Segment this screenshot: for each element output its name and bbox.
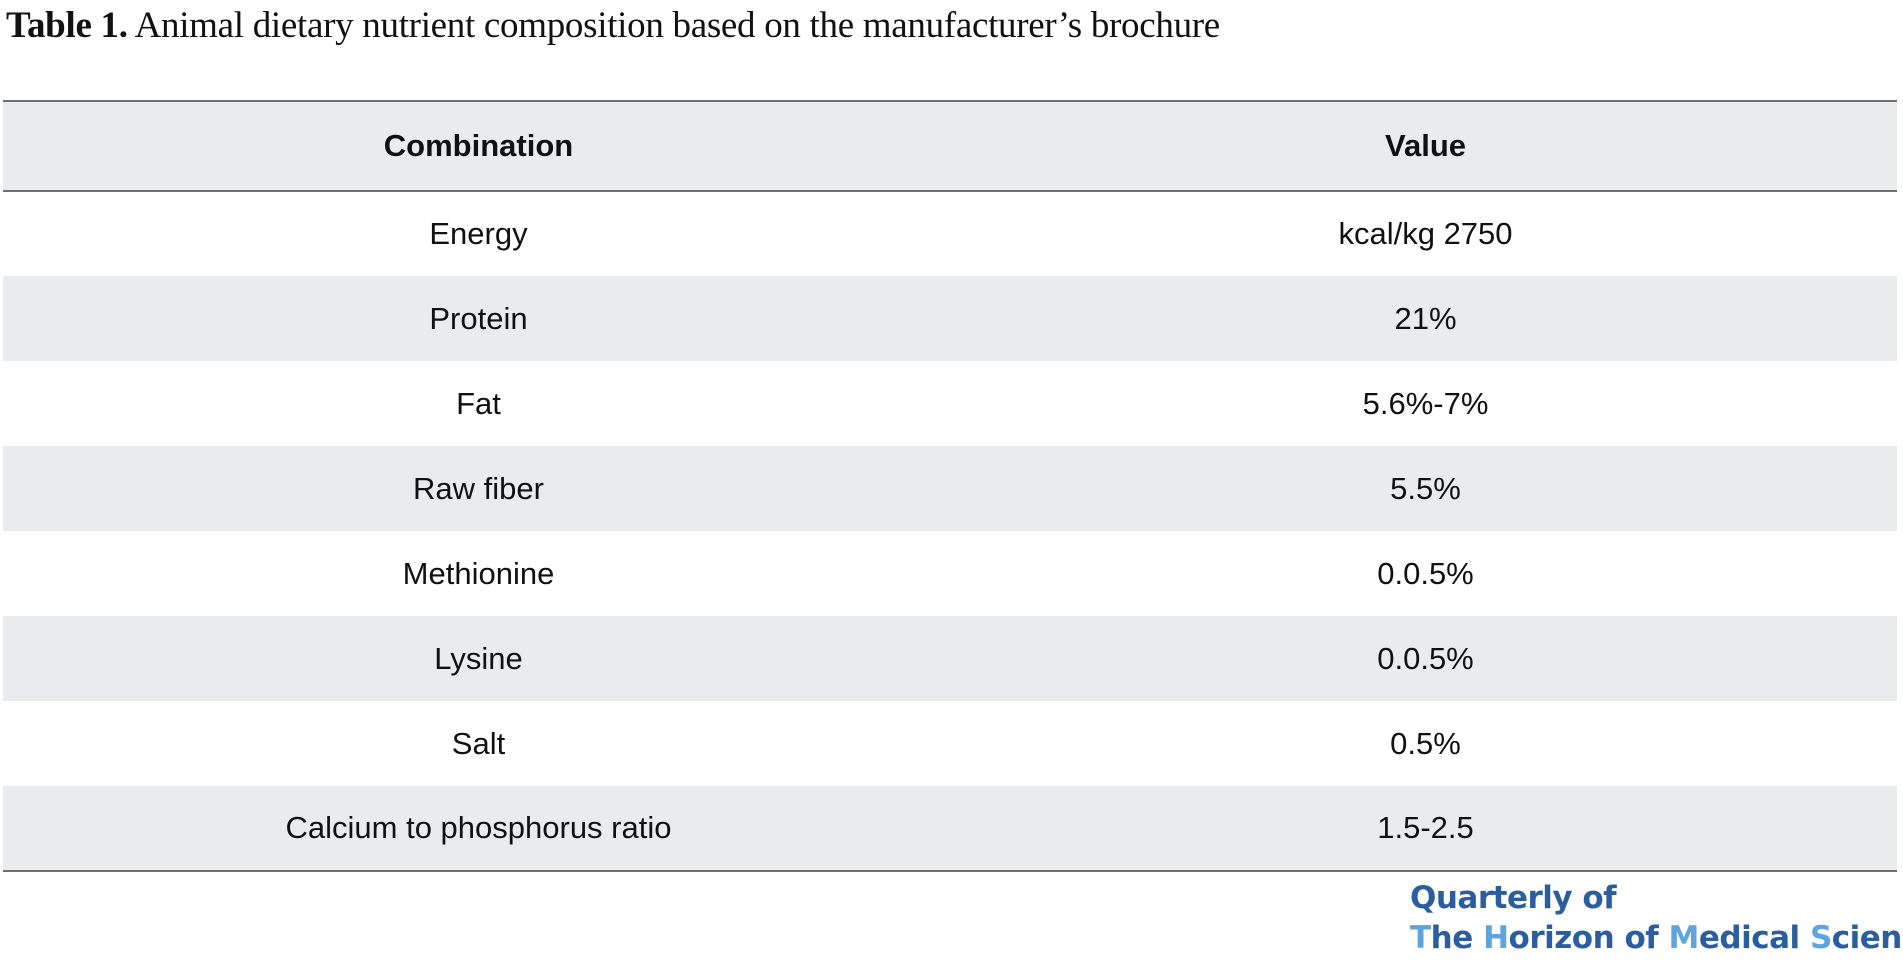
cell-combination: Calcium to phosphorus ratio	[285, 810, 672, 845]
cell-value: 0.5%	[1390, 725, 1461, 761]
cell-combination: Raw fiber	[413, 470, 544, 506]
table-caption-label: Table 1.	[6, 5, 128, 46]
table-row: Fat 5.6%-7%	[3, 361, 1897, 446]
cell-value: 0.0.5%	[1377, 555, 1474, 591]
cell-value: 5.6%-7%	[1362, 385, 1489, 421]
journal-logo-line2: The Horizon of Medical Sciences	[1410, 920, 1903, 956]
cell-combination: Protein	[429, 300, 528, 336]
cell-combination: Salt	[451, 725, 506, 761]
cell-value: 5.5%	[1390, 470, 1461, 506]
table-row: Energy kcal/kg 2750	[3, 191, 1897, 276]
nutrient-table: Combination Value Energy kcal/kg 2750 Pr…	[3, 100, 1897, 872]
table-row: Calcium to phosphorus ratio 1.5-2.5	[3, 786, 1897, 871]
table-row: Protein 21%	[3, 276, 1897, 361]
cell-combination: Fat	[456, 385, 501, 421]
table-row: Raw fiber 5.5%	[3, 446, 1897, 531]
table-caption: Table 1. Animal dietary nutrient composi…	[6, 4, 1220, 47]
table-row: Salt 0.5%	[3, 701, 1897, 786]
cell-combination: Energy	[429, 216, 528, 251]
cell-combination: Methionine	[402, 555, 555, 591]
journal-logo-line1: Quarterly of	[1410, 880, 1617, 916]
table-row: Lysine 0.0.5%	[3, 616, 1897, 701]
table-caption-text: Animal dietary nutrient composition base…	[127, 5, 1221, 46]
cell-combination: Lysine	[434, 640, 523, 676]
column-header-combination: Combination	[383, 128, 574, 163]
table-header-row: Combination Value	[3, 101, 1897, 191]
cell-value: 0.0.5%	[1377, 640, 1474, 676]
column-header-value: Value	[1385, 128, 1466, 163]
cell-value: 21%	[1394, 300, 1457, 336]
cell-value: 1.5-2.5	[1377, 810, 1474, 845]
cell-value: kcal/kg 2750	[1338, 216, 1513, 251]
journal-logo: Quarterly of The Horizon of Medical Scie…	[1410, 878, 1903, 958]
table-row: Methionine 0.0.5%	[3, 531, 1897, 616]
